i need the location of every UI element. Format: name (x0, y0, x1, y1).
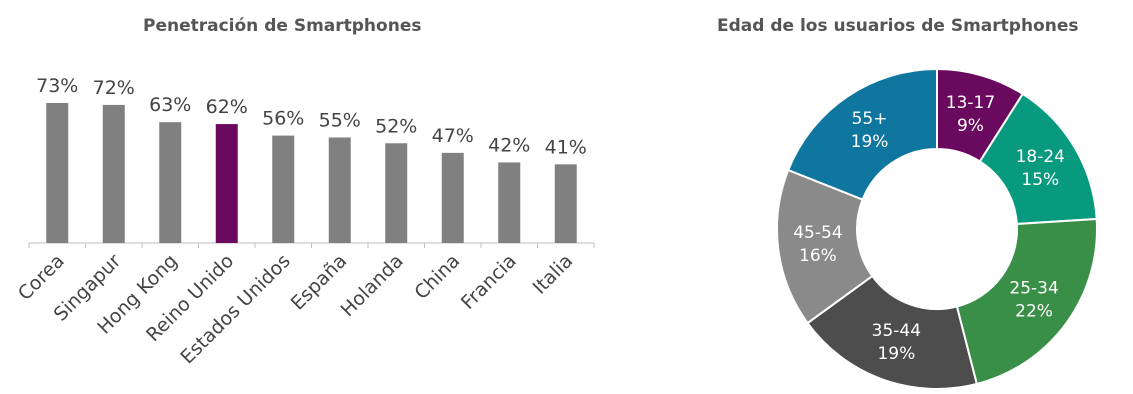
bar-value-label: 41% (545, 136, 587, 158)
slice-category-label: 55+ (852, 109, 888, 129)
bar-value-label: 73% (36, 75, 78, 97)
slice-category-label: 45-54 (793, 223, 842, 243)
donut-slice (806, 274, 979, 390)
donut-slice (955, 217, 1098, 386)
slice-category-label: 18-24 (1016, 147, 1065, 167)
category-label: China (410, 250, 464, 304)
donut-chart-title: Edad de los usuarios de Smartphones (717, 16, 1079, 36)
category-label: Holanda (337, 250, 408, 321)
bar-value-label: 47% (432, 125, 474, 147)
bar (441, 152, 464, 243)
bar-value-label: 42% (488, 134, 530, 156)
category-label: Italia (529, 250, 578, 299)
donut-chart: 13-17 9% 18-24 15% 25-34 22% 35-44 19% 45-54 16% 5… (776, 67, 1098, 390)
bar (272, 135, 295, 243)
donut-slice (786, 67, 938, 201)
slice-category-label: 25-34 (1009, 279, 1058, 299)
bar (498, 162, 521, 243)
slice-value-label: 9% (957, 116, 984, 136)
category-label: Corea (14, 250, 69, 305)
bar (385, 143, 408, 243)
bar-value-label: 63% (149, 94, 191, 116)
slice-value-label: 19% (851, 132, 889, 152)
slice-value-label: 19% (877, 344, 915, 364)
slice-value-label: 22% (1015, 302, 1053, 322)
bar-value-label: 56% (262, 108, 304, 130)
bar-value-label: 62% (206, 96, 248, 118)
category-label: Francia (457, 250, 521, 314)
bar-value-label: 72% (93, 77, 135, 99)
slice-category-label: 35-44 (872, 321, 921, 341)
bar-value-label: 52% (375, 115, 417, 137)
bar (102, 104, 125, 244)
bar (46, 102, 69, 244)
bar (215, 124, 238, 243)
donut-slice (776, 168, 874, 325)
bar-value-label: 55% (319, 110, 361, 132)
bar (159, 122, 182, 243)
bar-chart-title: Penetración de Smartphones (143, 16, 422, 36)
slice-value-label: 15% (1021, 170, 1059, 190)
bar (328, 137, 351, 243)
slice-category-label: 13-17 (946, 93, 995, 113)
slice-value-label: 16% (799, 246, 837, 266)
bar (554, 164, 577, 243)
